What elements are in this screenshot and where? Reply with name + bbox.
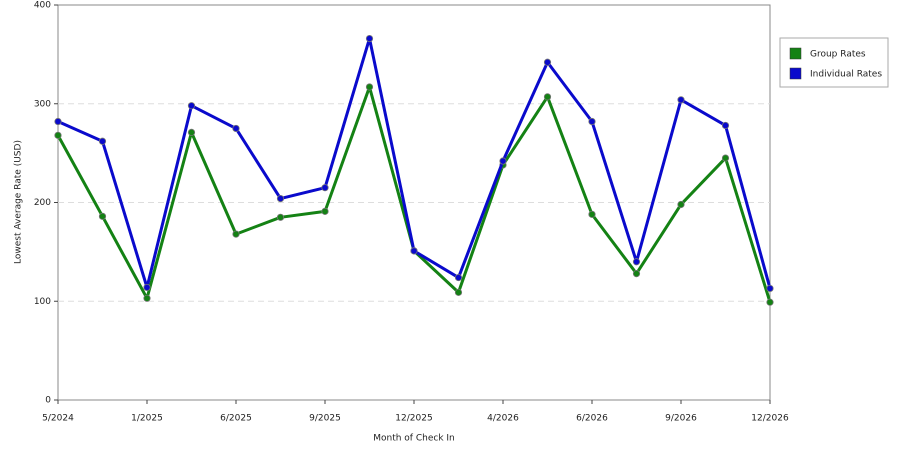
data-point xyxy=(143,294,151,302)
data-point xyxy=(54,117,62,126)
data-point xyxy=(454,273,463,282)
x-tick-label: 9/2026 xyxy=(665,414,697,424)
data-point xyxy=(588,210,596,218)
data-point xyxy=(321,184,329,192)
y-tick-label: 100 xyxy=(34,297,51,307)
data-point xyxy=(543,93,552,101)
data-point xyxy=(276,194,285,203)
series-line xyxy=(56,85,772,303)
x-tick-label: 9/2025 xyxy=(309,414,341,424)
data-point xyxy=(98,212,107,220)
legend-label: Group Rates xyxy=(810,50,866,60)
data-point xyxy=(766,298,774,306)
data-point xyxy=(499,157,507,165)
legend-box xyxy=(779,37,889,88)
data-point xyxy=(677,96,685,104)
data-point xyxy=(588,117,596,126)
data-point xyxy=(454,288,463,296)
x-tick-label: 12/2026 xyxy=(751,414,789,424)
data-point xyxy=(632,269,641,278)
data-point xyxy=(54,131,62,139)
data-point xyxy=(677,200,685,209)
y-axis-label: Lowest Average Rate (USD) xyxy=(14,140,24,264)
data-point xyxy=(721,121,730,130)
data-point xyxy=(766,284,774,293)
x-tick-label: 1/2025 xyxy=(131,414,163,424)
legend-label: Individual Rates xyxy=(810,70,882,80)
data-point xyxy=(98,137,107,145)
data-point xyxy=(632,258,641,266)
x-tick-label: 6/2026 xyxy=(576,414,608,424)
x-tick-label: 5/2024 xyxy=(42,414,74,424)
data-point xyxy=(365,83,374,91)
x-tick-label: 12/2025 xyxy=(395,414,432,424)
data-point xyxy=(232,230,240,238)
legend-swatch xyxy=(789,47,802,60)
x-tick-label: 6/2025 xyxy=(220,414,252,424)
data-point xyxy=(187,128,196,136)
data-point xyxy=(721,154,730,162)
y-tick-label: 200 xyxy=(34,198,51,208)
y-tick-label: 0 xyxy=(45,396,51,406)
y-tick-label: 300 xyxy=(34,99,51,109)
data-point xyxy=(232,124,240,133)
data-point xyxy=(143,283,151,292)
y-tick-label: 400 xyxy=(34,1,51,11)
data-point xyxy=(187,102,196,110)
data-point xyxy=(543,58,552,66)
x-tick-label: 4/2026 xyxy=(487,414,519,424)
data-point xyxy=(276,213,285,221)
data-point xyxy=(321,207,329,215)
legend-swatch xyxy=(789,67,802,80)
x-axis-label: Month of Check In xyxy=(373,434,455,444)
data-point xyxy=(365,34,374,43)
data-point xyxy=(410,247,418,255)
